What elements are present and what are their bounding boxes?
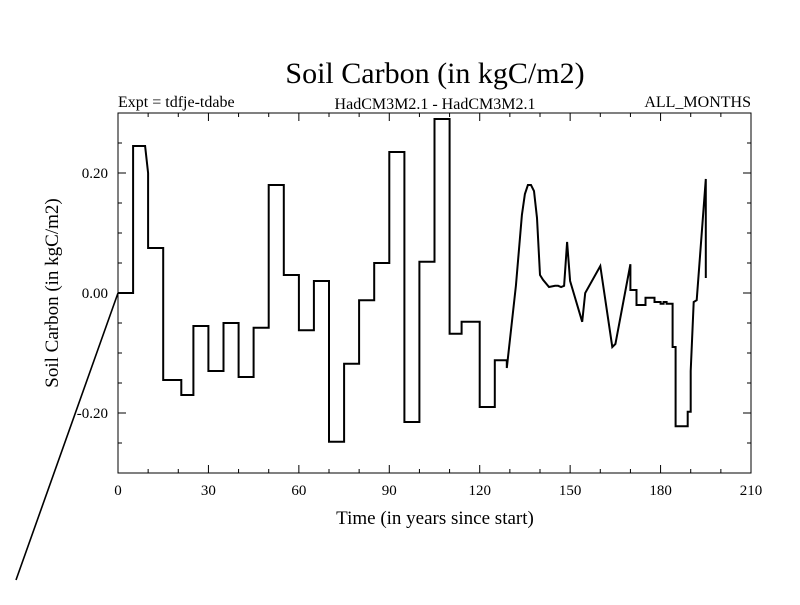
- x-tick-label: 90: [382, 483, 397, 499]
- x-tick-label: 0: [114, 483, 122, 499]
- x-axis-label: Time (in years since start): [336, 508, 534, 529]
- subtitle-months: ALL_MONTHS: [644, 94, 751, 111]
- x-tick-label: 180: [649, 483, 672, 499]
- y-axis-label: Soil Carbon (in kgC/m2): [42, 198, 63, 387]
- y-tick-label: -0.20: [77, 406, 108, 422]
- x-tick-label: 210: [740, 483, 763, 499]
- chart-title: Soil Carbon (in kgC/m2): [285, 57, 584, 90]
- x-tick-label: 30: [201, 483, 216, 499]
- series-line-soil-carbon: [118, 118, 707, 443]
- subtitle-experiment: Expt = tdfje-tdabe: [118, 94, 235, 111]
- x-tick-label: 60: [291, 483, 306, 499]
- x-tick-label: 150: [559, 483, 582, 499]
- y-tick-label: 0.00: [82, 286, 108, 302]
- x-tick-label: 120: [468, 483, 491, 499]
- diagonal-artifact-line: [15, 292, 119, 581]
- subtitle-models: HadCM3M2.1 - HadCM3M2.1: [335, 96, 536, 113]
- y-tick-label: 0.20: [82, 166, 108, 182]
- plot-area: 0 30 60 90 120 150 180 210 -0.20 0.00 0.20: [15, 112, 763, 581]
